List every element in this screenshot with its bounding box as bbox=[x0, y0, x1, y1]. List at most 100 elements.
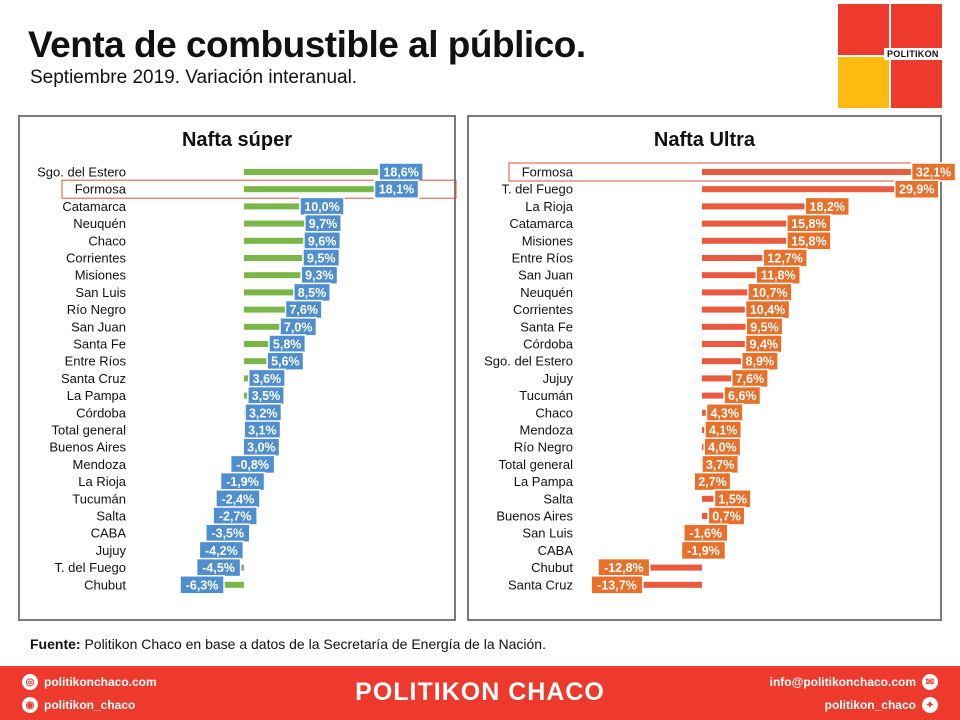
data-label-buenos-aires: 3,0% bbox=[247, 441, 276, 455]
twitter-icon: ✦ bbox=[922, 697, 938, 713]
data-label-t-del-fuego: 29,9% bbox=[899, 183, 934, 197]
category-label-santa-cruz: Santa Cruz bbox=[61, 371, 126, 386]
source-text: Politikon Chaco en base a datos de la Se… bbox=[80, 636, 546, 652]
logo-text: POLITIKON bbox=[884, 48, 942, 60]
data-label-entre-rios: 12,7% bbox=[767, 252, 802, 266]
category-label-mendoza: Mendoza bbox=[73, 457, 127, 472]
data-label-chaco: 4,3% bbox=[710, 406, 739, 420]
data-label-san-juan: 11,8% bbox=[761, 269, 796, 283]
category-label-caba: CABA bbox=[91, 526, 127, 541]
category-label-jujuy: Jujuy bbox=[543, 371, 574, 386]
source-note: Fuente: Politikon Chaco en base a datos … bbox=[30, 636, 546, 652]
data-label-formosa: 32,1% bbox=[916, 166, 951, 180]
category-label-misiones: Misiones bbox=[522, 233, 574, 248]
data-label-chubut: -12,8% bbox=[604, 561, 644, 575]
footer-instagram-text: politikon_chaco bbox=[44, 698, 136, 712]
category-label-santa-cruz: Santa Cruz bbox=[508, 577, 573, 592]
category-label-sgo-del-estero: Sgo. del Estero bbox=[484, 354, 573, 369]
bar-sgo-del-estero bbox=[702, 358, 771, 365]
category-label-neuquen: Neuquén bbox=[520, 285, 573, 300]
data-label-la-rioja: -1,9% bbox=[226, 475, 259, 489]
category-label-rio-negro: Río Negro bbox=[514, 440, 573, 455]
category-label-salta: Salta bbox=[543, 491, 573, 506]
highlight-box-formosa bbox=[61, 179, 457, 199]
category-label-rio-negro: Río Negro bbox=[67, 302, 126, 317]
bar-formosa bbox=[244, 186, 411, 193]
category-label-cordoba: Córdoba bbox=[76, 405, 127, 420]
category-label-san-luis: San Luis bbox=[522, 526, 573, 541]
data-label-t-del-fuego: -4,5% bbox=[202, 561, 235, 575]
data-label-cordoba: 9,4% bbox=[749, 338, 778, 352]
bar-misiones bbox=[702, 237, 823, 244]
data-label-la-rioja: 18,2% bbox=[810, 200, 845, 214]
data-label-san-juan: 7,0% bbox=[284, 320, 313, 334]
footer-brand: POLITIKON CHACO bbox=[355, 678, 605, 706]
data-label-sgo-del-estero: 18,6% bbox=[383, 166, 418, 180]
data-label-cordoba: 3,2% bbox=[249, 406, 278, 420]
data-label-salta: 1,5% bbox=[718, 492, 747, 506]
data-label-catamarca: 15,8% bbox=[791, 217, 826, 231]
category-label-total-general: Total general bbox=[499, 457, 574, 472]
bar-entre-rios bbox=[702, 255, 800, 261]
bar-catamarca bbox=[244, 203, 336, 210]
category-label-chubut: Chubut bbox=[84, 577, 126, 592]
category-label-san-juan: San Juan bbox=[71, 319, 126, 334]
bar-san-luis bbox=[244, 289, 323, 296]
category-label-santa-fe: Santa Fe bbox=[520, 319, 573, 334]
bar-corrientes bbox=[702, 306, 782, 313]
data-label-tucuman: 6,6% bbox=[728, 389, 757, 403]
category-label-formosa: Formosa bbox=[522, 165, 574, 180]
mail-icon: ✉ bbox=[922, 674, 938, 690]
category-label-mendoza: Mendoza bbox=[520, 423, 574, 438]
data-label-box-santa-cruz bbox=[590, 575, 644, 595]
footer-web[interactable]: ◎ politikonchaco.com bbox=[22, 674, 157, 690]
category-label-chubut: Chubut bbox=[531, 560, 573, 575]
data-label-jujuy: 7,6% bbox=[736, 372, 765, 386]
data-label-formosa: 18,1% bbox=[379, 183, 414, 197]
category-label-san-luis: San Luis bbox=[75, 285, 126, 300]
panel-nafta-ultra: Nafta Ultra Formosa 32,1% T. del Fuego 29,9… bbox=[467, 115, 957, 621]
category-label-buenos-aires: Buenos Aires bbox=[49, 440, 126, 455]
category-label-buenos-aires: Buenos Aires bbox=[496, 509, 573, 524]
footer-bar: ◎ politikonchaco.com ◉ politikon_chaco P… bbox=[0, 666, 960, 720]
category-label-sgo-del-estero: Sgo. del Estero bbox=[37, 165, 126, 180]
data-label-jujuy: -4,2% bbox=[205, 544, 238, 558]
data-label-buenos-aires: 0,7% bbox=[712, 510, 741, 524]
data-label-santa-fe: 9,5% bbox=[750, 320, 779, 334]
data-label-box-t-del-fuego bbox=[893, 179, 940, 199]
bar-t-del-fuego bbox=[702, 186, 931, 193]
data-label-chaco: 9,6% bbox=[308, 234, 337, 248]
data-label-caba: -1,9% bbox=[687, 544, 720, 558]
footer-email-text: info@politikonchaco.com bbox=[769, 675, 916, 689]
footer-instagram[interactable]: ◉ politikon_chaco bbox=[22, 697, 135, 713]
bar-buenos-aires bbox=[702, 513, 708, 519]
footer-twitter[interactable]: politikon_chaco ✦ bbox=[825, 697, 938, 713]
data-label-la-pampa: 3,5% bbox=[252, 389, 281, 403]
footer-twitter-text: politikon_chaco bbox=[824, 698, 916, 712]
bar-rio-negro bbox=[244, 306, 314, 313]
category-label-santa-fe: Santa Fe bbox=[73, 337, 126, 352]
category-label-cordoba: Córdoba bbox=[523, 337, 574, 352]
bar-neuquen bbox=[702, 289, 784, 296]
category-label-chaco: Chaco bbox=[535, 405, 573, 420]
data-label-box-misiones bbox=[786, 231, 832, 251]
data-label-sgo-del-estero: 8,9% bbox=[746, 355, 775, 369]
category-label-entre-rios: Entre Ríos bbox=[65, 354, 127, 369]
category-label-tucuman: Tucumán bbox=[519, 388, 573, 403]
chart-title-super: Nafta súper bbox=[181, 129, 293, 151]
bar-sgo-del-estero bbox=[244, 169, 416, 175]
data-label-san-luis: 8,5% bbox=[298, 286, 327, 300]
data-label-misiones: 9,3% bbox=[305, 269, 334, 283]
data-label-corrientes: 10,4% bbox=[750, 303, 785, 317]
footer-email[interactable]: info@politikonchaco.com ✉ bbox=[770, 674, 938, 690]
bar-corrientes bbox=[244, 255, 332, 261]
data-label-la-pampa: 2,7% bbox=[698, 475, 727, 489]
data-label-neuquen: 9,7% bbox=[309, 217, 338, 231]
data-label-tucuman: -2,4% bbox=[222, 492, 255, 506]
data-label-box-caba bbox=[680, 540, 727, 561]
category-label-total-general: Total general bbox=[52, 423, 127, 438]
data-label-box-formosa bbox=[373, 179, 420, 199]
category-label-la-pampa: La Pampa bbox=[514, 474, 574, 489]
globe-icon: ◎ bbox=[22, 674, 38, 690]
data-label-mendoza: 4,1% bbox=[709, 424, 738, 438]
